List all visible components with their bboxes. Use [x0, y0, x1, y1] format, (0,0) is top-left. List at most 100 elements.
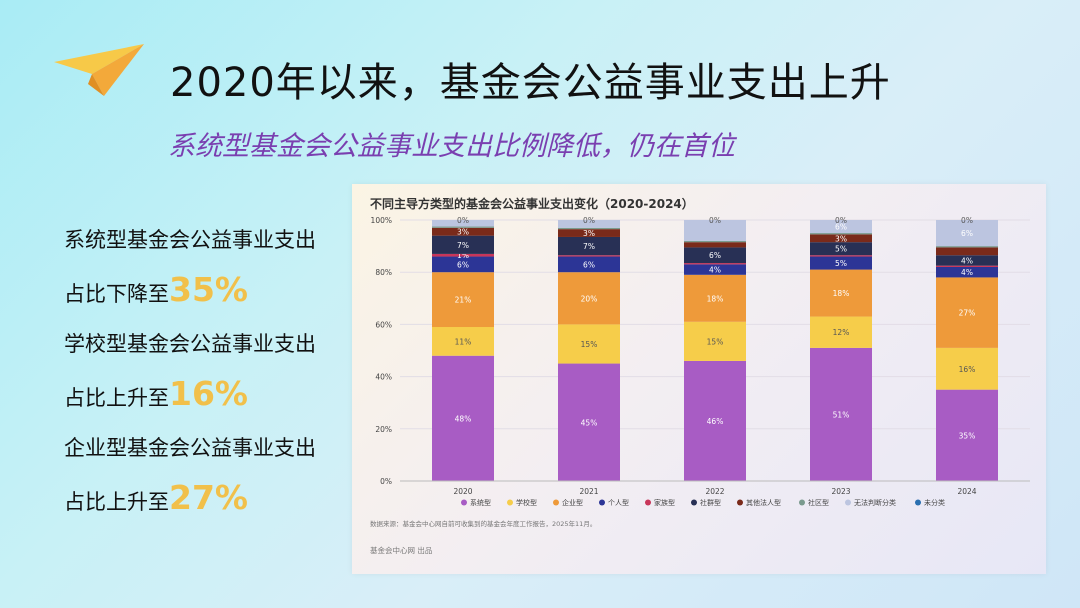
paper-plane-icon — [54, 44, 144, 96]
legend-label: 企业型 — [562, 498, 583, 507]
legend-swatch — [845, 499, 851, 506]
data-label: 0% — [835, 216, 847, 225]
stat-prefix: 占比上升至 — [64, 386, 169, 410]
legend-item: 企业型 — [553, 498, 583, 507]
bar-segment — [810, 316, 872, 348]
legend-label: 学校型 — [516, 498, 537, 507]
bar-segment — [558, 256, 620, 273]
legend-swatch — [553, 499, 559, 506]
data-label: 4% — [961, 268, 973, 277]
legend-item: 学校型 — [507, 498, 537, 507]
bar-segment — [558, 236, 620, 256]
legend-label: 个人型 — [608, 498, 629, 507]
bar-segment — [558, 227, 620, 230]
chart-footnote: 数据来源：基金会中心网自前可收集到的基金会年度工作报告，2025年11月。 — [370, 519, 596, 528]
data-label: 4% — [961, 256, 973, 265]
data-label: 6% — [709, 251, 721, 260]
data-label: 3% — [835, 234, 847, 243]
stat-number: 16% — [169, 374, 248, 413]
y-tick-label: 100% — [371, 216, 392, 225]
bar-segment — [684, 264, 746, 275]
legend-swatch — [599, 499, 605, 506]
stat-value-school: 占比上升至16% — [64, 374, 248, 413]
bar-segment — [558, 255, 620, 257]
bar-segment — [810, 269, 872, 317]
legend-swatch — [737, 499, 743, 506]
data-label: 3% — [457, 228, 469, 237]
bar-segment — [432, 220, 494, 227]
data-label: 6% — [961, 229, 973, 238]
bar-segment — [558, 324, 620, 364]
y-tick-label: 20% — [375, 425, 392, 434]
data-label: 0% — [709, 216, 721, 225]
chart-card: 不同主导方类型的基金会公益事业支出变化（2020-2024） 0% 20% 40% 6… — [352, 184, 1046, 574]
legend-label: 社群型 — [700, 498, 721, 507]
y-tick-label: 0% — [380, 477, 392, 486]
page-subtitle: 系统型基金会公益事业支出比例降低，仍在首位 — [168, 131, 735, 162]
x-tick-label: 2023 — [831, 487, 850, 496]
bar-segment — [936, 266, 998, 278]
data-label: 7% — [583, 242, 595, 251]
data-label: 6% — [457, 260, 469, 269]
bar-segment — [810, 242, 872, 256]
data-label: 45% — [581, 418, 598, 427]
legend-item: 未分类 — [915, 498, 945, 507]
x-tick-label: 2022 — [705, 487, 724, 496]
bar-segment — [684, 240, 746, 243]
bar-segment — [810, 347, 872, 481]
bar-segment — [558, 363, 620, 481]
bar-segment — [432, 327, 494, 356]
bar-segment — [810, 233, 872, 235]
data-label: 1% — [457, 251, 469, 260]
data-label: 35% — [959, 431, 976, 440]
legend-swatch — [915, 499, 921, 506]
y-tick-label: 40% — [375, 373, 392, 382]
stat-prefix: 占比上升至 — [64, 490, 169, 514]
bar-segment — [432, 226, 494, 228]
data-label: 15% — [707, 337, 724, 346]
bar-segment — [810, 256, 872, 270]
bar-segment — [558, 229, 620, 237]
bar-segment — [558, 272, 620, 325]
bar-segment — [936, 255, 998, 266]
bar-segment — [684, 220, 746, 241]
legend-item: 社区型 — [799, 498, 829, 507]
data-label: 21% — [455, 296, 472, 305]
data-label: 11% — [455, 337, 472, 346]
x-tick-label: 2020 — [453, 487, 472, 496]
stat-prefix: 占比下降至 — [64, 282, 169, 306]
legend-item: 其他法人型 — [737, 498, 781, 507]
stat-line-enterprise: 企业型基金会公益事业支出 — [64, 436, 316, 460]
bar-segment — [432, 272, 494, 328]
stat-value-system: 占比下降至35% — [64, 270, 248, 309]
legend-swatch — [799, 499, 805, 506]
stacked-bar-chart: 不同主导方类型的基金会公益事业支出变化（2020-2024） 0% 20% 40% 6… — [370, 196, 1030, 555]
legend-label: 系统型 — [470, 498, 491, 507]
bar-segment — [432, 355, 494, 481]
legend-label: 未分类 — [924, 498, 945, 507]
legend-swatch — [507, 499, 513, 506]
bar-segment — [558, 220, 620, 228]
bar-segment — [936, 277, 998, 348]
bar-segment — [936, 247, 998, 256]
bar-segment — [684, 360, 746, 481]
bar-segment — [684, 274, 746, 322]
legend-item: 无法判断分类 — [845, 498, 896, 507]
data-label: 3% — [583, 229, 595, 238]
legend-item: 系统型 — [461, 498, 491, 507]
page-title: 2020年以来，基金会公益事业支出上升 — [170, 60, 891, 106]
stat-line-system: 系统型基金会公益事业支出 — [64, 228, 316, 252]
stat-value-enterprise: 占比上升至27% — [64, 478, 248, 517]
legend-label: 社区型 — [808, 498, 829, 507]
bar-segment — [936, 246, 998, 248]
legend-item: 社群型 — [691, 498, 721, 507]
bar-segment — [432, 235, 494, 254]
data-label: 18% — [833, 289, 850, 298]
y-tick-label: 80% — [375, 268, 392, 277]
data-label: 51% — [833, 410, 850, 419]
legend-item: 个人型 — [599, 498, 629, 507]
data-label: 20% — [581, 294, 598, 303]
legend-label: 其他法人型 — [746, 498, 781, 507]
legend-label: 无法判断分类 — [854, 498, 896, 507]
bar-segment — [684, 247, 746, 264]
